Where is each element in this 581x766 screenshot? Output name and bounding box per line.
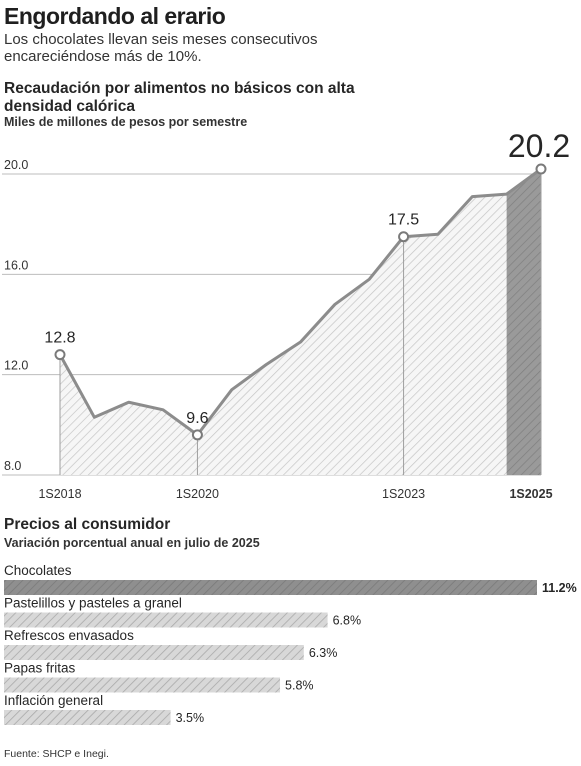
bar-chart-title: Precios al consumidor xyxy=(4,516,171,533)
area-chart-subtitle: Miles de millones de pesos por semestre xyxy=(4,115,248,129)
data-point xyxy=(398,231,410,243)
bar-value-label: 5.8% xyxy=(285,679,314,693)
area-shape xyxy=(60,168,541,475)
x-tick-label: 1S2023 xyxy=(382,487,425,501)
x-tick-label: 1S2020 xyxy=(176,487,219,501)
area-highlight xyxy=(506,168,541,475)
bar xyxy=(4,710,171,725)
bar xyxy=(4,580,537,595)
x-tick-label: 1S2025 xyxy=(509,487,552,501)
bar-category-label: Chocolates xyxy=(4,563,72,578)
y-tick-label: 16.0 xyxy=(4,258,28,272)
data-label: 12.8 xyxy=(44,330,75,347)
bar-chart: Chocolates 11.2% Pastelillos y pasteles a … xyxy=(4,563,577,725)
bar-chart-subtitle: Variación porcentual anual en julio de 2… xyxy=(4,536,260,550)
area-chart-title: Recaudación por alimentos no básicos con… xyxy=(4,80,355,115)
y-tick-label: 20.0 xyxy=(4,158,28,172)
data-point xyxy=(54,349,66,361)
x-tick-label: 1S2018 xyxy=(38,487,81,501)
data-label: 20.2 xyxy=(508,130,570,164)
area-labels: 12.8 9.6 17.5 20.2 xyxy=(44,130,570,427)
source-note: Fuente: SHCP e Inegi. xyxy=(4,748,109,760)
data-point xyxy=(191,429,203,441)
area-xticks: 1S2018 1S2020 1S2023 1S2025 xyxy=(38,487,552,501)
area-fill xyxy=(60,168,541,475)
y-tick-label: 8.0 xyxy=(4,459,21,473)
bar-category-label: Refrescos envasados xyxy=(4,628,134,643)
bar-category-label: Pastelillos y pasteles a granel xyxy=(4,596,182,611)
bar-category-label: Papas fritas xyxy=(4,661,76,676)
data-label: 9.6 xyxy=(186,410,208,427)
area-chart: 12.89.617.520.2 8.012.016.020.0 1S2018 1S… xyxy=(2,130,570,501)
headline: Engordando al erario xyxy=(4,3,226,29)
bar xyxy=(4,677,281,693)
bar-value-label: 6.3% xyxy=(309,646,338,660)
dek: Los chocolates llevan seis meses consecu… xyxy=(4,31,318,65)
area-yticks: 8.0 12.0 16.0 20.0 xyxy=(4,158,28,473)
area-points xyxy=(54,163,547,441)
bar-value-label: 6.8% xyxy=(333,614,362,628)
bar-value-label: 3.5% xyxy=(176,711,205,725)
data-point xyxy=(535,163,547,175)
bars: Chocolates 11.2% Pastelillos y pasteles a … xyxy=(4,563,577,725)
bar-value-label: 11.2% xyxy=(542,581,577,595)
y-tick-label: 12.0 xyxy=(4,359,28,373)
area-line xyxy=(58,167,542,437)
series-line xyxy=(58,167,542,437)
data-label: 17.5 xyxy=(388,212,419,229)
area-guides xyxy=(59,168,542,475)
bar xyxy=(4,612,328,628)
bar xyxy=(4,645,304,660)
bar-category-label: Inflación general xyxy=(4,693,103,708)
